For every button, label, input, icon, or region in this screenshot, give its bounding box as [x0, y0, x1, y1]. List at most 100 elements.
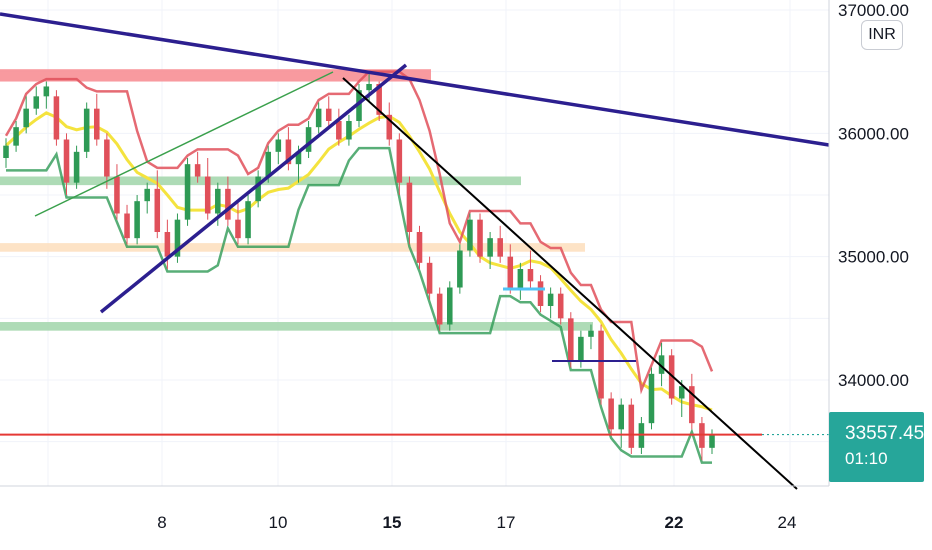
zone-orange: [0, 243, 585, 252]
indicators: [4, 70, 714, 464]
candle-10: [104, 133, 110, 189]
candle-53: [537, 275, 544, 313]
candle-body-33: [336, 121, 342, 140]
candle-58: [588, 324, 594, 350]
candle-4: [43, 81, 50, 109]
candle-57: [578, 330, 584, 368]
candle-body-61: [618, 404, 625, 430]
current-price-box: 33557.45 01:10: [829, 412, 924, 482]
descending-trendline: [342, 77, 798, 490]
candle-body-34: [346, 121, 352, 140]
candle-body-70: [709, 434, 715, 448]
candle-65: [658, 343, 665, 387]
candle-36: [366, 74, 372, 103]
candle-8: [83, 102, 90, 158]
x-tick-label-3: 17: [497, 513, 516, 532]
candle-28: [285, 127, 292, 171]
x-tick-label-2: 15: [383, 513, 402, 532]
candle-44: [446, 281, 453, 331]
moving-average-line: [4, 111, 713, 412]
current-price-value: 33557.45: [845, 423, 925, 444]
candle-19: [194, 151, 201, 183]
axes: 37000.00 36000.00 35000.00 34000.00 8 10 15 17 2…: [0, 0, 909, 532]
candle-body-30: [305, 127, 312, 152]
zone-resistance: [0, 69, 431, 82]
y-tick-label-3: 34000.00: [838, 371, 909, 390]
candle-timer: 01:10: [845, 449, 888, 468]
candle-body-66: [668, 355, 675, 399]
candle-body-19: [194, 164, 201, 177]
candle-body-58: [588, 330, 594, 337]
candle-body-24: [245, 201, 251, 239]
candle-55: [557, 287, 564, 325]
candle-body-14: [144, 188, 150, 202]
candle-24: [245, 195, 251, 245]
candle-body-20: [204, 176, 211, 214]
candle-body-64: [648, 373, 655, 424]
candle-13: [134, 195, 140, 245]
candle-61: [618, 398, 625, 448]
candle-41: [416, 225, 423, 269]
candle-body-53: [537, 281, 544, 306]
drawings: [0, 12, 830, 490]
candle-body-22: [225, 188, 231, 220]
candle-body-5: [53, 96, 60, 140]
channel-upper-line: [34, 71, 334, 217]
candle-body-26: [265, 151, 272, 177]
candle-body-37: [376, 84, 382, 115]
candle-body-32: [325, 108, 332, 121]
candle-body-15: [154, 188, 161, 232]
candle-body-59: [598, 330, 604, 399]
candle-body-6: [63, 139, 70, 183]
candle-body-21: [215, 188, 221, 214]
candle-0: [3, 138, 9, 168]
candle-body-40: [406, 182, 413, 232]
long-term-resistance-trendline: [0, 12, 830, 147]
candle-body-48: [487, 238, 493, 257]
candle-16: [164, 219, 171, 269]
candle-body-57: [578, 336, 584, 362]
rising-support-trendline: [99, 63, 408, 314]
candle-9: [93, 93, 100, 146]
trailing-stop-green: [6, 146, 712, 464]
candle-50: [507, 244, 514, 294]
candle-body-56: [568, 318, 574, 362]
candle-body-42: [426, 262, 433, 294]
candle-body-47: [477, 219, 483, 257]
candle-22: [225, 176, 231, 226]
candle-body-4: [43, 86, 50, 97]
candle-body-3: [33, 96, 40, 109]
candle-body-18: [184, 164, 191, 220]
candle-12: [124, 204, 130, 245]
candle-body-10: [104, 139, 110, 177]
candle-body-62: [628, 404, 635, 448]
candle-59: [598, 324, 604, 405]
candle-body-52: [527, 269, 534, 282]
zones: [0, 69, 593, 331]
candles: [3, 74, 715, 461]
x-tick-label-0: 8: [157, 513, 166, 532]
candle-42: [426, 256, 433, 300]
candle-56: [568, 312, 574, 368]
candle-34: [346, 114, 352, 146]
candle-45: [457, 244, 463, 294]
candle-body-2: [23, 108, 29, 128]
candle-body-39: [396, 139, 403, 183]
candle-body-1: [13, 127, 19, 146]
candle-body-44: [446, 287, 453, 325]
candle-body-35: [356, 90, 362, 121]
candle-39: [396, 133, 403, 195]
candle-body-25: [255, 176, 261, 202]
candle-33: [336, 108, 342, 146]
candle-body-55: [557, 293, 564, 319]
x-tick-label-1: 10: [269, 513, 288, 532]
y-tick-label-0: 37000.00: [838, 1, 909, 20]
candle-body-17: [174, 219, 181, 257]
candle-body-38: [386, 114, 393, 140]
currency-badge[interactable]: INR: [861, 20, 903, 50]
candle-66: [668, 349, 675, 405]
candle-body-50: [507, 256, 514, 288]
candle-body-54: [547, 293, 554, 306]
candle-body-11: [114, 176, 120, 214]
